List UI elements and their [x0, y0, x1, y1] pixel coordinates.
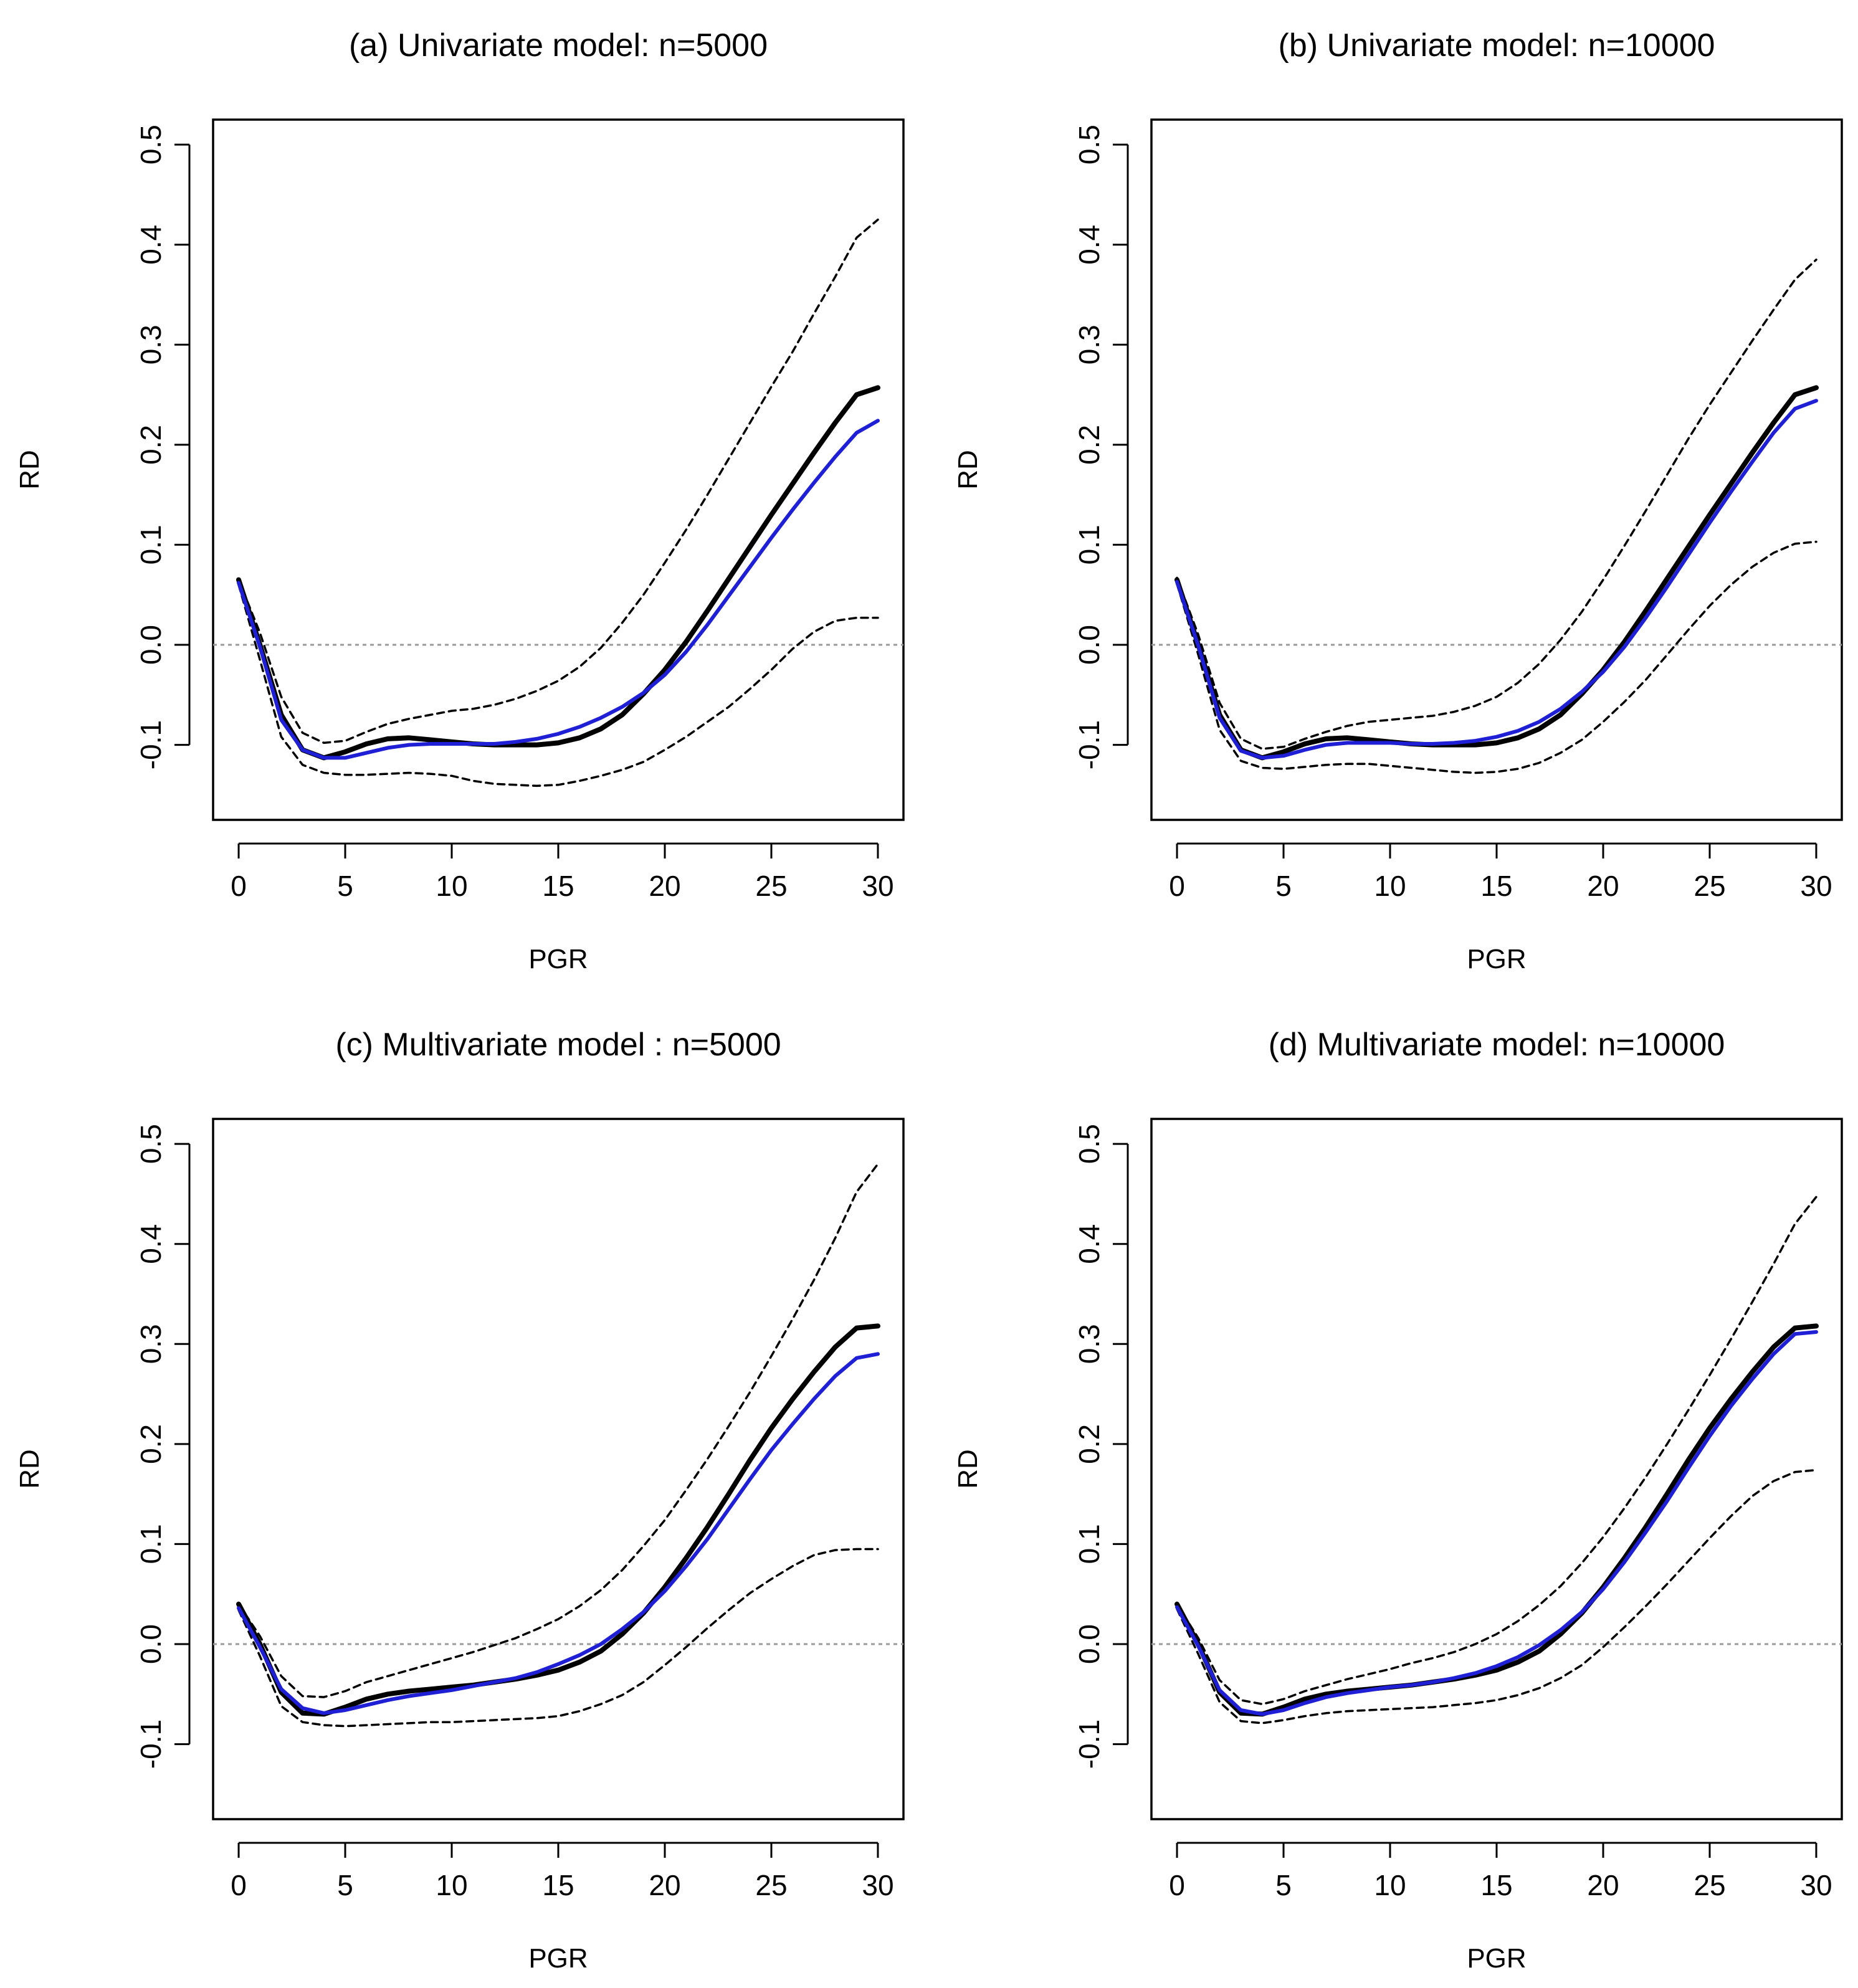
y-tick-label: 0.5	[1073, 125, 1105, 164]
y-tick-label: 0.0	[1073, 625, 1105, 665]
x-tick-label: 5	[337, 1869, 353, 1901]
chart-panel-c: (c) Multivariate model : n=5000 0 5 10 15 20 2…	[14, 1027, 905, 1974]
plot-frame	[1150, 1118, 1843, 1820]
x-tick-label: 25	[1694, 1869, 1725, 1901]
y-tick-label: 0.3	[1073, 1324, 1105, 1364]
y-tick-label: 0.0	[1073, 1624, 1105, 1664]
lower-ci-dashed-line	[237, 583, 879, 787]
x-tick-label: 10	[436, 870, 467, 902]
upper-ci-dashed-line	[237, 1163, 879, 1698]
x-tick-label: 5	[1275, 870, 1292, 902]
plot-frame	[212, 118, 905, 821]
x-tick-label: 5	[1275, 1869, 1292, 1901]
x-axis-label: PGR	[1467, 944, 1526, 974]
y-tick-label: 0.5	[135, 1124, 167, 1164]
x-tick-label: 20	[1587, 1869, 1619, 1901]
y-tick-label: -0.1	[135, 720, 167, 769]
x-tick-label: 0	[231, 1869, 247, 1901]
y-axis-label: RD	[14, 1449, 45, 1489]
y-axis-label: RD	[953, 1449, 983, 1489]
x-tick-label: 30	[1800, 1869, 1832, 1901]
x-tick-label: 15	[1480, 1869, 1512, 1901]
estimated-rd-curve	[1175, 399, 1818, 760]
estimated-rd-curve	[1175, 1330, 1818, 1716]
y-tick-label: 0.3	[135, 325, 167, 364]
upper-ci-dashed-line	[1176, 1196, 1818, 1706]
y-tick-label: 0.5	[1073, 1124, 1105, 1164]
y-tick-label: 0.0	[135, 625, 167, 665]
true-rd-curve	[236, 1323, 880, 1717]
y-tick-label: -0.1	[135, 1719, 167, 1769]
panel-title: (a) Univariate model: n=5000	[349, 27, 768, 64]
lower-ci-dashed-line	[237, 1548, 879, 1728]
y-tick-label: 0.1	[1073, 525, 1105, 564]
true-rd-curve	[236, 385, 880, 761]
x-axis-label: PGR	[1467, 1943, 1526, 1974]
y-tick-label: 0.2	[135, 425, 167, 465]
chart-panel-d: (d) Multivariate model: n=10000 0 5 10 15 20 2…	[953, 1027, 1843, 1974]
x-tick-label: 30	[862, 1869, 893, 1901]
lower-ci-dashed-line	[1176, 540, 1818, 774]
y-tick-label: 0.2	[1073, 425, 1105, 465]
estimated-rd-curve	[237, 419, 880, 760]
y-axis-label: RD	[953, 450, 983, 490]
y-tick-label: 0.3	[135, 1324, 167, 1364]
y-axis-label: RD	[14, 450, 45, 490]
true-rd-curve	[1174, 385, 1819, 761]
upper-ci-dashed-line	[237, 218, 879, 744]
chart-panel-a: (a) Univariate model: n=5000 0 5 10 15 20 25 30…	[14, 27, 905, 974]
x-axis-label: PGR	[528, 944, 588, 974]
x-tick-label: 20	[649, 870, 680, 902]
x-tick-label: 15	[542, 1869, 574, 1901]
x-tick-label: 0	[1169, 1869, 1185, 1901]
true-rd-curve	[1174, 1323, 1819, 1717]
x-tick-label: 10	[1374, 870, 1406, 902]
x-tick-label: 10	[436, 1869, 467, 1901]
chart-panel-b: (b) Univariate model: n=10000 0 5 10 15 20 25 3…	[953, 27, 1843, 974]
x-tick-label: 20	[649, 1869, 680, 1901]
estimated-rd-curve	[237, 1352, 880, 1715]
x-tick-label: 30	[1800, 870, 1832, 902]
plot-frame	[1150, 118, 1843, 821]
plot-frame	[212, 1118, 905, 1820]
x-tick-label: 15	[1480, 870, 1512, 902]
x-tick-label: 15	[542, 870, 574, 902]
y-tick-label: 0.1	[135, 1524, 167, 1564]
panel-title: (b) Univariate model: n=10000	[1279, 27, 1715, 64]
x-tick-label: 30	[862, 870, 893, 902]
y-tick-label: 0.0	[135, 1624, 167, 1664]
y-tick-label: 0.1	[1073, 1524, 1105, 1564]
y-tick-label: 0.2	[1073, 1424, 1105, 1464]
y-tick-label: -0.1	[1073, 1719, 1105, 1769]
y-tick-label: 0.3	[1073, 325, 1105, 364]
y-tick-label: 0.4	[1073, 225, 1105, 265]
y-tick-label: 0.4	[135, 1224, 167, 1264]
y-tick-label: 0.4	[135, 225, 167, 265]
x-tick-label: 25	[755, 1869, 787, 1901]
y-tick-label: 0.4	[1073, 1224, 1105, 1264]
y-tick-label: 0.2	[135, 1424, 167, 1464]
panel-title: (c) Multivariate model : n=5000	[335, 1027, 781, 1063]
upper-ci-dashed-line	[1176, 259, 1818, 750]
x-tick-label: 25	[1694, 870, 1725, 902]
y-tick-label: -0.1	[1073, 720, 1105, 769]
x-tick-label: 20	[1587, 870, 1619, 902]
x-tick-label: 0	[1169, 870, 1185, 902]
y-tick-label: 0.5	[135, 125, 167, 164]
x-axis-label: PGR	[528, 1943, 588, 1974]
x-tick-label: 25	[755, 870, 787, 902]
x-tick-label: 5	[337, 870, 353, 902]
y-tick-label: 0.1	[135, 525, 167, 564]
panel-title: (d) Multivariate model: n=10000	[1269, 1027, 1725, 1063]
x-tick-label: 10	[1374, 1869, 1406, 1901]
x-tick-label: 0	[231, 870, 247, 902]
